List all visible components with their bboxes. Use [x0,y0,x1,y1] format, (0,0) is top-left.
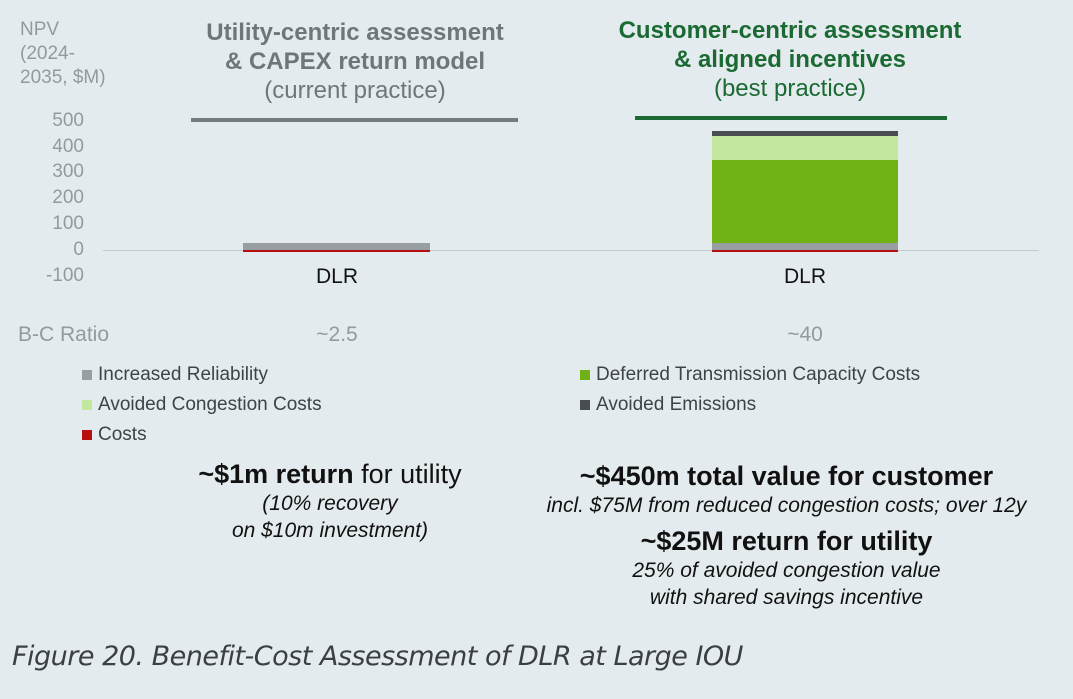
bc-ratio-left: ~2.5 [316,323,358,346]
category-label-right: DLR [783,265,826,288]
legend-label: Deferred Transmission Capacity Costs [596,364,921,385]
y-tick: 200 [52,187,84,208]
y-tick: -100 [45,265,84,286]
panel-title-line: Customer-centric assessment [618,17,962,44]
y-tick: 300 [52,161,84,182]
note-right-detail-utility: 25% of avoided congestion value [632,559,941,582]
bc-ratio-right: ~40 [787,323,823,346]
panel-subtitle: (best practice) [713,75,867,102]
panel-title-line: & CAPEX return model [224,48,486,75]
zero-axis-line [103,250,1039,251]
legend-item-increased-reliability: Increased Reliability [82,363,268,387]
note-right-detail-customer: incl. $75M from reduced congestion costs… [546,494,1027,517]
y-tick: 0 [73,239,84,260]
panel-title-left: Utility-centric assessment & CAPEX retur… [170,18,540,105]
legend-item-costs: Costs [82,423,147,447]
bar-segment-costs [243,250,430,252]
note-left: ~$1m return for utility (10% recovery on… [150,458,510,544]
legend-swatch [580,370,590,380]
bar-segment-costs [712,250,898,252]
note-right-headline-utility: ~$25M return for utility [640,526,933,556]
note-right-detail-utility: with shared savings incentive [649,586,924,609]
legend-label: Avoided Congestion Costs [98,394,322,415]
legend-label: Costs [98,424,147,445]
panel-subtitle: (current practice) [264,77,446,104]
y-tick: 500 [52,110,84,131]
y-axis-label-line: NPV [20,19,60,40]
bar-segment-increased-reliability [712,243,898,250]
legend-item-deferred-transmission: Deferred Transmission Capacity Costs [580,363,920,387]
note-left-headline: ~$1m return for utility [150,458,510,490]
bar-segment-deferred-transmission [712,160,898,243]
y-axis-label-line: 2035, $M) [20,67,106,88]
y-tick: 100 [52,213,84,234]
bar-segment-avoided-emissions [712,131,898,136]
legend-label: Avoided Emissions [596,394,757,415]
y-axis-label-line: (2024- [20,43,75,64]
legend-item-avoided-emissions: Avoided Emissions [580,393,756,417]
legend-swatch [82,400,92,410]
legend-swatch [82,370,92,380]
legend-swatch [580,400,590,410]
figure-caption: Figure 20. Benefit-Cost Assessment of DL… [12,641,743,672]
legend-label: Increased Reliability [98,364,269,385]
panel-title-right: Customer-centric assessment & aligned in… [580,16,1000,103]
note-left-headline-bold: ~$1m return [198,459,354,489]
panel-divider-left [191,118,518,122]
category-label-left: DLR [315,265,358,288]
y-axis-label: NPV (2024- 2035, $M) [20,18,106,90]
note-right-headline-customer: ~$450m total value for customer [579,461,994,491]
bc-ratio-label: B-C Ratio [18,323,110,346]
note-left-headline-rest: for utility [353,459,462,489]
note-right: ~$450m total value for customer incl. $7… [500,460,1073,611]
panel-title-line: Utility-centric assessment [206,19,504,46]
bar-segment-increased-reliability [243,243,430,250]
legend-swatch [82,430,92,440]
legend-item-avoided-congestion: Avoided Congestion Costs [82,393,322,417]
note-left-detail: on $10m investment) [231,519,429,542]
panel-divider-right [635,116,947,120]
note-left-detail: (10% recovery [262,492,398,515]
panel-title-line: & aligned incentives [673,46,907,73]
bar-segment-avoided-congestion [712,136,898,160]
y-tick: 400 [52,136,84,157]
